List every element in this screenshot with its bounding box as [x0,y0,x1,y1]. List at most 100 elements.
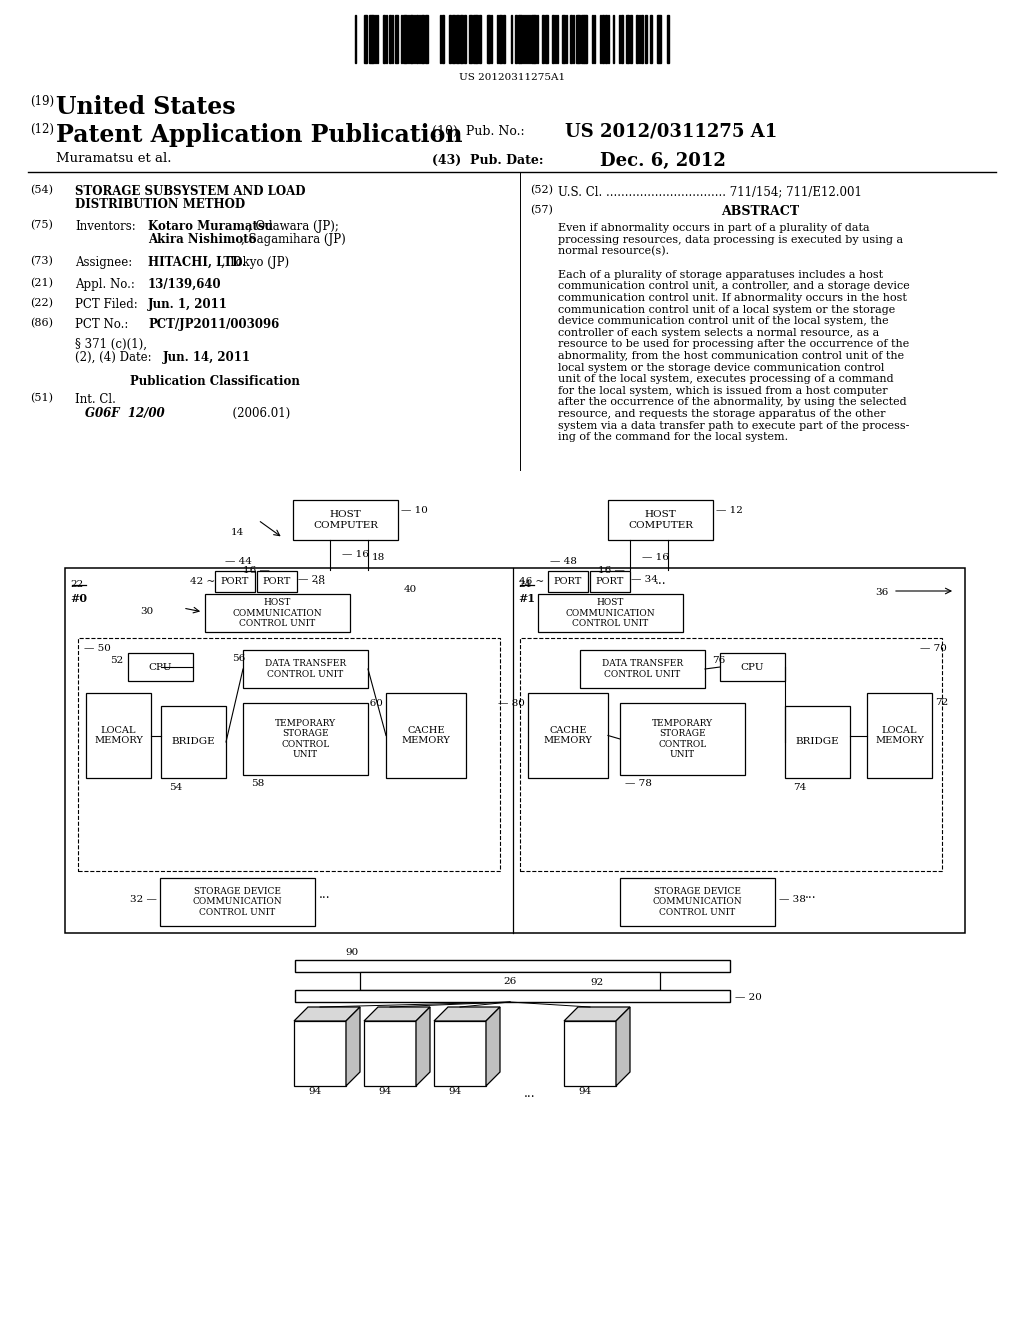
Text: 90: 90 [345,948,358,957]
Text: 26: 26 [504,977,517,986]
Text: STORAGE DEVICE
COMMUNICATION
CONTROL UNIT: STORAGE DEVICE COMMUNICATION CONTROL UNI… [193,887,283,917]
Text: 52: 52 [110,656,123,665]
Text: 42 ~: 42 ~ [190,577,215,586]
Bar [473,15,476,63]
Text: 76: 76 [712,656,725,665]
Text: — 48: — 48 [550,557,577,566]
Bar [395,15,398,63]
Text: 54: 54 [169,783,182,792]
Bar [542,15,544,63]
Text: 36: 36 [874,587,888,597]
Bar [479,15,481,63]
Bar [548,572,588,591]
Text: , Odawara (JP);: , Odawara (JP); [248,220,339,234]
Bar [416,15,418,63]
Polygon shape [416,1007,430,1086]
Bar [575,15,578,63]
Bar [386,693,466,777]
Text: United States: United States [56,95,236,119]
Text: (57): (57) [530,205,553,215]
Text: , Sagamihara (JP): , Sagamihara (JP) [241,234,346,246]
Text: Inventors:: Inventors: [75,220,136,234]
Text: — 38: — 38 [779,895,806,904]
Text: Jun. 1, 2011: Jun. 1, 2011 [148,298,228,312]
Text: Muramatsu et al.: Muramatsu et al. [56,152,171,165]
Bar [545,15,548,63]
Bar [411,15,413,63]
Text: Int. Cl.: Int. Cl. [75,393,116,407]
Text: PCT No.:: PCT No.: [75,318,128,331]
Text: 94: 94 [579,1086,592,1096]
Text: HOST
COMPUTER: HOST COMPUTER [628,511,693,529]
Text: US 20120311275A1: US 20120311275A1 [459,73,565,82]
Text: PORT: PORT [554,577,583,586]
Bar [562,15,565,63]
Bar [442,15,444,63]
Text: US 2012/0311275 A1: US 2012/0311275 A1 [565,123,777,141]
Bar [369,15,372,63]
Text: ...: ... [524,1086,536,1100]
Bar [372,15,374,63]
Text: , Tokyo (JP): , Tokyo (JP) [221,256,289,269]
Text: ...: ... [805,888,816,902]
Bar [476,15,478,63]
Bar [636,15,638,63]
Text: — 50: — 50 [84,644,111,653]
Bar [620,878,775,927]
Text: 24: 24 [518,579,531,589]
Polygon shape [346,1007,360,1086]
Text: HOST
COMMUNICATION
CONTROL UNIT: HOST COMMUNICATION CONTROL UNIT [565,598,655,628]
Bar [215,572,255,591]
Text: CACHE
MEMORY: CACHE MEMORY [544,726,593,746]
Text: Jun. 14, 2011: Jun. 14, 2011 [163,351,251,364]
Bar [519,15,522,63]
Text: 94: 94 [308,1086,322,1096]
Text: — 70: — 70 [920,644,947,653]
Text: CPU: CPU [148,663,172,672]
Bar [641,15,643,63]
Text: 94: 94 [379,1086,391,1096]
Bar [294,1020,346,1086]
Bar [128,653,193,681]
Text: 14: 14 [231,528,245,537]
Text: 16 —: 16 — [598,566,625,576]
Bar [406,15,407,63]
Bar [590,572,630,591]
Text: 46 ~: 46 ~ [519,577,544,586]
Text: 94: 94 [449,1086,462,1096]
Bar [364,15,366,63]
Text: 56: 56 [231,653,245,663]
Bar [584,15,586,63]
Bar [621,15,623,63]
Text: ...: ... [315,574,327,587]
Bar [65,568,965,933]
Text: PORT: PORT [221,577,249,586]
Text: 92: 92 [590,978,603,987]
Text: 74: 74 [793,783,806,792]
Bar [534,15,536,63]
Bar [452,15,455,63]
Bar [160,878,315,927]
Bar [867,693,932,777]
Text: #0: #0 [70,593,87,605]
Text: § 371 (c)(1),: § 371 (c)(1), [75,338,147,351]
Text: — 60: — 60 [356,700,383,708]
Text: (43)  Pub. Date:: (43) Pub. Date: [432,154,544,168]
Text: STORAGE DEVICE
COMMUNICATION
CONTROL UNIT: STORAGE DEVICE COMMUNICATION CONTROL UNI… [652,887,742,917]
Text: Dec. 6, 2012: Dec. 6, 2012 [600,152,726,170]
Text: — 20: — 20 [735,993,762,1002]
Text: G06F  12/00: G06F 12/00 [85,407,165,420]
Text: (2), (4) Date:: (2), (4) Date: [75,351,152,364]
Bar [243,649,368,688]
Text: (75): (75) [30,220,53,230]
Text: — 12: — 12 [716,506,742,515]
Bar [552,15,554,63]
Bar [257,572,297,591]
Bar [205,594,350,632]
Bar [161,706,226,777]
Text: 13/139,640: 13/139,640 [148,279,221,290]
Polygon shape [364,1007,430,1020]
Text: (10)  Pub. No.:: (10) Pub. No.: [432,125,524,139]
Bar [293,500,398,540]
Text: 58: 58 [251,779,264,788]
